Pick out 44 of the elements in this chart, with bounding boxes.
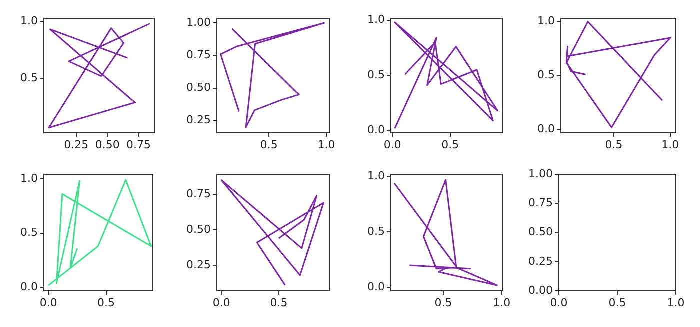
x-tick-label: 0.25 [64,138,89,152]
x-tick-label: 0.0 [550,296,568,310]
y-tick-label: 0.25 [528,254,553,268]
y-tick-label: 0.00 [528,284,553,297]
y-tick-label: 0.25 [186,114,211,127]
x-tick-label: 0.5 [442,138,460,152]
y-tick-label: 0.5 [20,72,38,85]
y-tick-label: 0.75 [528,196,553,210]
x-tick-label: 0.5 [98,296,116,310]
y-tick-label: 0.75 [186,48,211,62]
y-tick-label: 0.25 [186,258,211,272]
y-tick-label: 0.0 [368,280,385,294]
x-tick-label: 0.0 [384,138,402,152]
y-tick-label: 1.0 [538,14,555,28]
y-tick-label: 0.5 [20,226,38,240]
x-tick-label: 0.5 [260,138,278,152]
y-tick-label: 1.0 [368,13,385,26]
x-tick-label: 1.0 [318,138,336,152]
x-tick-label: 0.50 [95,138,120,152]
y-tick-label: 1.0 [368,170,385,183]
y-tick-label: 0.5 [538,68,555,82]
x-tick-label: 1.0 [662,138,680,152]
y-tick-label: 0.0 [538,122,555,136]
y-tick-label: 0.75 [186,187,211,200]
y-tick-label: 1.0 [20,14,38,28]
y-tick-label: 1.00 [186,16,211,30]
x-tick-label: 0.75 [126,138,152,152]
y-tick-label: 0.0 [20,280,38,294]
y-tick-label: 0.50 [186,81,211,94]
x-tick-label: 0.5 [605,138,623,152]
y-tick-label: 0.0 [368,124,385,137]
x-tick-label: 0.5 [270,296,288,310]
x-tick-label: 0.5 [608,296,626,310]
y-tick-label: 0.5 [368,225,385,238]
y-tick-label: 0.50 [528,226,553,239]
x-tick-label: 0.5 [434,296,452,310]
x-tick-label: 0.0 [40,296,58,310]
x-tick-label: 0.0 [212,296,230,310]
y-tick-label: 1.00 [528,167,553,180]
x-tick-label: 1.0 [493,296,511,310]
y-tick-label: 1.0 [20,172,38,185]
y-tick-label: 0.5 [368,68,385,82]
y-tick-label: 0.50 [186,222,211,236]
x-tick-label: 1.0 [667,296,685,310]
